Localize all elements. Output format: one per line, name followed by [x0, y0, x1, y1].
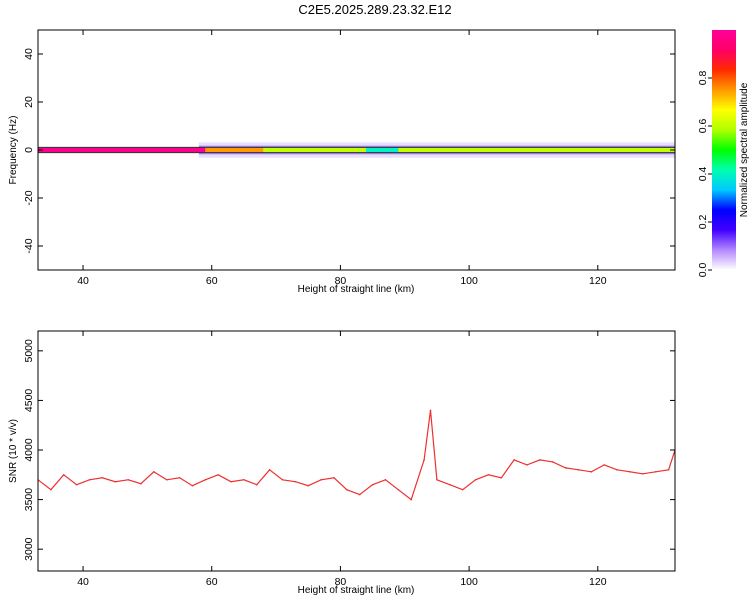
snr-panel: 40 60 80 100 120 3000 3500 4000 4500 5000 Height … [8, 330, 676, 596]
snr-point [255, 483, 258, 486]
x-tick-label: 60 [206, 275, 218, 287]
y-tick-label: 0 [23, 147, 35, 153]
snr-point [127, 478, 129, 481]
snr-point [397, 488, 400, 491]
figure-title: C2E5.2025.289.23.32.E12 [298, 2, 451, 17]
y-tick-label: 40 [23, 48, 35, 60]
snr-point [654, 471, 657, 473]
colorbar-tick-label: 0.8 [697, 71, 709, 86]
colorbar-tick-label: 0.2 [697, 215, 709, 230]
colorbar-tick-label: 0.0 [697, 263, 709, 278]
spectrogram-x-axis-label: Height of straight line (km) [298, 284, 415, 295]
snr-point [307, 484, 310, 487]
snr-point [423, 459, 425, 461]
snr-x-axis-label: Height of straight line (km) [298, 585, 415, 596]
y-tick-label: -40 [23, 238, 35, 253]
snr-point [217, 474, 219, 476]
snr-point [358, 493, 361, 496]
snr-point [281, 478, 284, 481]
snr-point [346, 488, 348, 491]
snr-point [88, 478, 91, 481]
x-tick-label: 100 [460, 275, 478, 287]
snr-point [461, 488, 464, 491]
x-tick-label: 60 [206, 576, 218, 588]
snr-point [294, 480, 297, 483]
y-tick-label: 3500 [23, 488, 35, 512]
spectral-band-segment [263, 147, 367, 153]
snr-point [114, 480, 117, 483]
y-tick-label: 4000 [23, 438, 35, 462]
snr-point [629, 471, 631, 473]
colorbar-tick-label: 0.6 [697, 119, 709, 134]
snr-point [204, 478, 207, 481]
snr-point [62, 474, 65, 476]
x-tick-label: 100 [460, 576, 478, 588]
snr-point [500, 476, 503, 479]
snr-point [603, 464, 606, 466]
snr-point [191, 484, 194, 487]
snr-point [165, 478, 168, 481]
colorbar-scale [712, 30, 736, 270]
snr-point [564, 467, 567, 469]
colorbar-label: Normalized spectral amplitude [739, 82, 750, 217]
snr-point [230, 480, 232, 483]
snr-point [448, 483, 451, 486]
snr-point [487, 474, 490, 476]
y-tick-label: -20 [23, 190, 35, 205]
x-tick-label: 80 [335, 275, 347, 287]
snr-point [153, 471, 155, 473]
snr-point [436, 478, 438, 481]
snr-point [642, 473, 644, 475]
snr-point [75, 483, 78, 486]
snr-point [616, 469, 618, 471]
snr-point [513, 459, 515, 461]
x-tick-label: 120 [589, 275, 607, 287]
x-tick-label: 40 [77, 576, 89, 588]
snr-point [101, 476, 104, 479]
snr-point [590, 471, 593, 473]
spectral-band-segment [38, 147, 206, 153]
snr-point [178, 476, 181, 479]
snr-frame [37, 330, 676, 572]
snr-point [140, 482, 142, 485]
snr-point [320, 478, 322, 481]
snr-point [50, 488, 52, 491]
snr-point [539, 459, 541, 461]
snr-point [333, 476, 335, 479]
snr-point [429, 409, 432, 412]
y-tick-label: 3000 [23, 537, 35, 561]
snr-point [667, 469, 670, 471]
x-tick-label: 40 [77, 275, 89, 287]
spectrogram-panel: 40 60 80 100 120 -40 -20 0 20 40 Height of straig… [8, 29, 676, 295]
snr-point [410, 498, 412, 501]
snr-point [474, 478, 477, 481]
snr-point [268, 469, 271, 471]
snr-point [577, 469, 580, 471]
snr-y-axis-label: SNR (10 * v/v) [8, 419, 19, 483]
y-tick-label: 20 [23, 96, 35, 108]
spectral-band-segment [205, 147, 264, 153]
y-tick-label: 4500 [23, 389, 35, 413]
y-tick-label: 5000 [23, 339, 35, 363]
x-tick-label: 80 [335, 576, 347, 588]
colorbar-tick-label: 0.4 [697, 167, 709, 182]
snr-point [551, 461, 554, 463]
x-tick-label: 120 [589, 576, 607, 588]
snr-series-line [38, 410, 675, 501]
snr-point [526, 464, 528, 466]
spectral-band-segment [398, 147, 675, 153]
snr-point [384, 478, 387, 481]
colorbar: 0.0 0.2 0.4 0.6 0.8 Normalized spectral ampl… [697, 30, 750, 277]
spectrogram-y-axis-label: Frequency (Hz) [8, 116, 19, 185]
spectral-band-segment [366, 147, 399, 153]
snr-point [371, 483, 374, 486]
snr-point [243, 478, 245, 481]
